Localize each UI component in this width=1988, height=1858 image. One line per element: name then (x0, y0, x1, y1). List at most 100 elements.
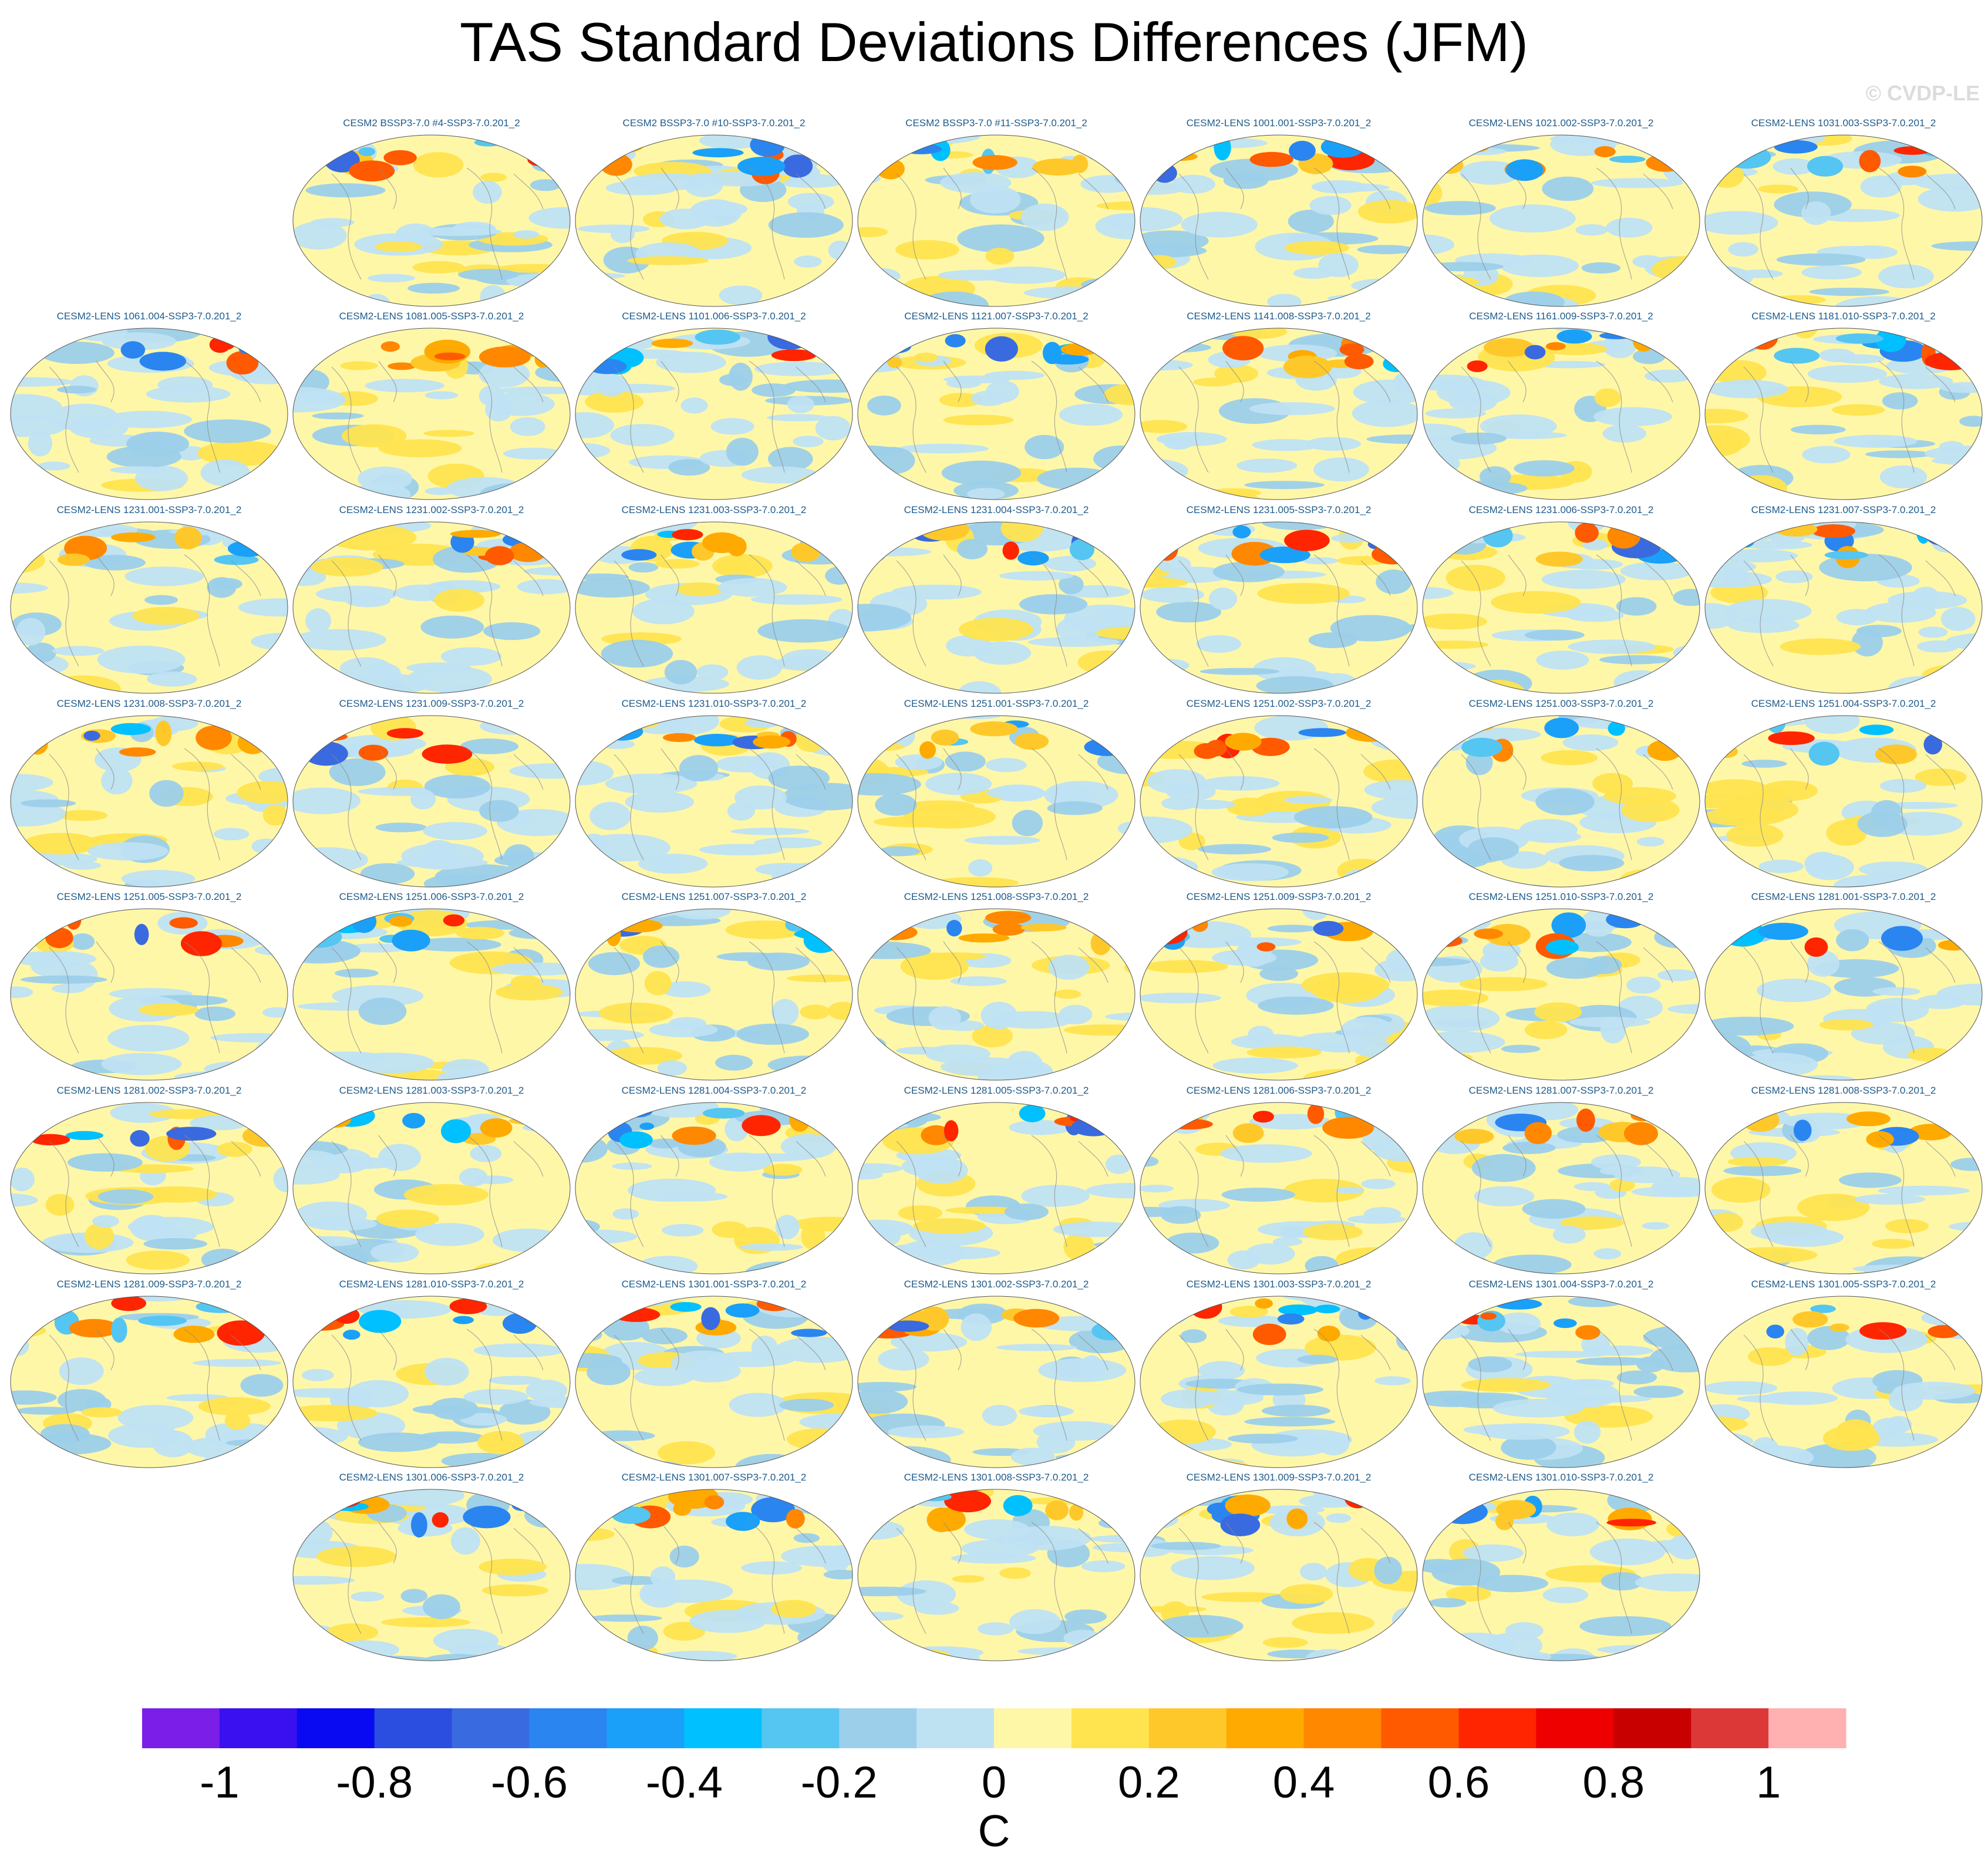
panel-title: CESM2-LENS 1301.009-SSP3-7.0.201_2 (1186, 1472, 1372, 1483)
panel-title: CESM2-LENS 1301.005-SSP3-7.0.201_2 (1751, 1279, 1936, 1290)
map-panel: CESM2-LENS 1301.002-SSP3-7.0.201_2 (855, 1279, 1137, 1472)
map-field (292, 715, 571, 888)
map-panel: CESM2-LENS 1301.001-SSP3-7.0.201_2 (573, 1279, 855, 1472)
map-field (292, 521, 571, 694)
map-panel: CESM2-LENS 1301.009-SSP3-7.0.201_2 (1138, 1472, 1420, 1665)
map-field (292, 908, 571, 1081)
panel-title: CESM2-LENS 1141.008-SSP3-7.0.201_2 (1187, 311, 1371, 322)
map-field (857, 908, 1135, 1081)
colorbar-box (529, 1708, 607, 1748)
colorbar-box (142, 1708, 220, 1748)
map-field (292, 1489, 571, 1661)
map-field (10, 521, 288, 694)
map-panel: CESM2-LENS 1021.002-SSP3-7.0.201_2 (1420, 117, 1702, 311)
map-panel: CESM2-LENS 1251.001-SSP3-7.0.201_2 (855, 698, 1137, 892)
panel-title: CESM2-LENS 1301.010-SSP3-7.0.201_2 (1468, 1472, 1654, 1483)
map-panel: CESM2-LENS 1161.009-SSP3-7.0.201_2 (1420, 311, 1702, 504)
colorbar-box (684, 1708, 762, 1748)
panel-title: CESM2 BSSP3-7.0 #10-SSP3-7.0.201_2 (622, 117, 806, 129)
map-panel: CESM2-LENS 1281.001-SSP3-7.0.201_2 (1703, 891, 1984, 1085)
map-field (1140, 1102, 1418, 1274)
colorbar-box (451, 1708, 530, 1748)
map-panel: CESM2-LENS 1251.003-SSP3-7.0.201_2 (1420, 698, 1702, 892)
map-field (575, 521, 853, 694)
colorbar-box (1536, 1708, 1614, 1748)
panel-title: CESM2-LENS 1251.006-SSP3-7.0.201_2 (339, 891, 524, 902)
map-panel: CESM2-LENS 1281.005-SSP3-7.0.201_2 (855, 1085, 1137, 1279)
map-field (1704, 715, 1983, 888)
map-panel: CESM2-LENS 1301.004-SSP3-7.0.201_2 (1420, 1279, 1702, 1472)
map-field (1140, 1296, 1418, 1468)
map-panel: CESM2-LENS 1281.003-SSP3-7.0.201_2 (291, 1085, 572, 1279)
map-field (857, 715, 1135, 888)
map-panel: CESM2-LENS 1301.010-SSP3-7.0.201_2 (1420, 1472, 1702, 1665)
map-field (1704, 521, 1983, 694)
colorbar-tick-label: -0.4 (646, 1758, 723, 1808)
map-field (10, 1296, 288, 1468)
colorbar-tick-label: -0.8 (336, 1758, 413, 1808)
panel-title: CESM2-LENS 1301.002-SSP3-7.0.201_2 (904, 1279, 1089, 1290)
map-panel: CESM2-LENS 1101.006-SSP3-7.0.201_2 (573, 311, 855, 504)
map-panel: CESM2-LENS 1251.008-SSP3-7.0.201_2 (855, 891, 1137, 1085)
map-panel: CESM2-LENS 1251.005-SSP3-7.0.201_2 (8, 891, 290, 1085)
map-panel: CESM2 BSSP3-7.0 #4-SSP3-7.0.201_2 (291, 117, 572, 311)
map-panel: CESM2-LENS 1061.004-SSP3-7.0.201_2 (8, 311, 290, 504)
panel-title: CESM2-LENS 1301.004-SSP3-7.0.201_2 (1468, 1279, 1654, 1290)
colorbar-tick-labels: -1 -0.8 -0.6 -0.4 -0.2 0 0.2 0.4 0.6 0.8 1 (200, 1758, 1781, 1808)
map-field (1422, 328, 1700, 500)
panel-title: CESM2-LENS 1251.001-SSP3-7.0.201_2 (904, 698, 1089, 709)
colorbar-tick-label: -1 (200, 1758, 240, 1808)
map-field (1422, 1489, 1700, 1661)
colorbar-box (1303, 1708, 1382, 1748)
map-field (292, 1296, 571, 1468)
map-panel: CESM2-LENS 1281.002-SSP3-7.0.201_2 (8, 1085, 290, 1279)
map-panel: CESM2-LENS 1251.007-SSP3-7.0.201_2 (573, 891, 855, 1085)
panel-title: CESM2-LENS 1281.010-SSP3-7.0.201_2 (339, 1279, 524, 1290)
map-panel: CESM2-LENS 1301.003-SSP3-7.0.201_2 (1138, 1279, 1420, 1472)
map-panel: CESM2-LENS 1231.008-SSP3-7.0.201_2 (8, 698, 290, 892)
panel-title: CESM2-LENS 1231.005-SSP3-7.0.201_2 (1186, 504, 1372, 515)
map-field (575, 328, 853, 500)
panel-title: CESM2-LENS 1251.010-SSP3-7.0.201_2 (1468, 891, 1654, 902)
colorbar-tick-label: 0.4 (1273, 1758, 1335, 1808)
map-panel: CESM2-LENS 1231.007-SSP3-7.0.201_2 (1703, 504, 1984, 698)
map-field (1140, 521, 1418, 694)
colorbar-box (1226, 1708, 1305, 1748)
map-field (1140, 908, 1418, 1081)
panel-title: CESM2-LENS 1081.005-SSP3-7.0.201_2 (339, 311, 524, 322)
panel-title: CESM2-LENS 1281.009-SSP3-7.0.201_2 (56, 1279, 242, 1290)
map-panel: CESM2-LENS 1141.008-SSP3-7.0.201_2 (1138, 311, 1420, 504)
colorbar-box (1148, 1708, 1227, 1748)
panel-title: CESM2-LENS 1001.001-SSP3-7.0.201_2 (1186, 117, 1372, 129)
map-field (575, 715, 853, 888)
map-field (575, 1296, 853, 1468)
map-field (292, 328, 571, 500)
panel-title: CESM2-LENS 1281.008-SSP3-7.0.201_2 (1751, 1085, 1936, 1096)
panel-title: CESM2-LENS 1021.002-SSP3-7.0.201_2 (1468, 117, 1654, 129)
map-field (1422, 1102, 1700, 1274)
map-field (1704, 328, 1983, 500)
map-panel: CESM2-LENS 1281.006-SSP3-7.0.201_2 (1138, 1085, 1420, 1279)
panel-title: CESM2-LENS 1301.003-SSP3-7.0.201_2 (1186, 1279, 1372, 1290)
colorbar-tick-label: 0 (982, 1758, 1006, 1808)
map-panel: CESM2-LENS 1001.001-SSP3-7.0.201_2 (1138, 117, 1420, 311)
map-field (1140, 1489, 1418, 1661)
panel-title: CESM2 BSSP3-7.0 #11-SSP3-7.0.201_2 (905, 117, 1087, 129)
colorbar-tick-label: 0.2 (1118, 1758, 1180, 1808)
colorbar-units-label: C (978, 1806, 1010, 1856)
map-field (1422, 521, 1700, 694)
panel-title: CESM2-LENS 1231.003-SSP3-7.0.201_2 (621, 504, 807, 515)
panel-title: CESM2-LENS 1231.002-SSP3-7.0.201_2 (339, 504, 524, 515)
map-panel: CESM2-LENS 1251.009-SSP3-7.0.201_2 (1138, 891, 1420, 1085)
panel-title: CESM2-LENS 1251.003-SSP3-7.0.201_2 (1468, 698, 1654, 709)
map-panel: CESM2-LENS 1301.007-SSP3-7.0.201_2 (573, 1472, 855, 1665)
colorbar-box (296, 1708, 375, 1748)
colorbar-box (1381, 1708, 1459, 1748)
panel-title: CESM2-LENS 1121.007-SSP3-7.0.201_2 (904, 311, 1089, 322)
map-field (1422, 908, 1700, 1081)
panel-title: CESM2-LENS 1281.007-SSP3-7.0.201_2 (1468, 1085, 1654, 1096)
colorbar: -1 -0.8 -0.6 -0.4 -0.2 0 0.2 0.4 0.6 0.8 1 C (142, 1708, 1847, 1856)
panel-title: CESM2-LENS 1231.009-SSP3-7.0.201_2 (339, 698, 524, 709)
watermark: © CVDP-LE (1865, 81, 1980, 105)
panel-title: CESM2-LENS 1301.007-SSP3-7.0.201_2 (621, 1472, 807, 1483)
